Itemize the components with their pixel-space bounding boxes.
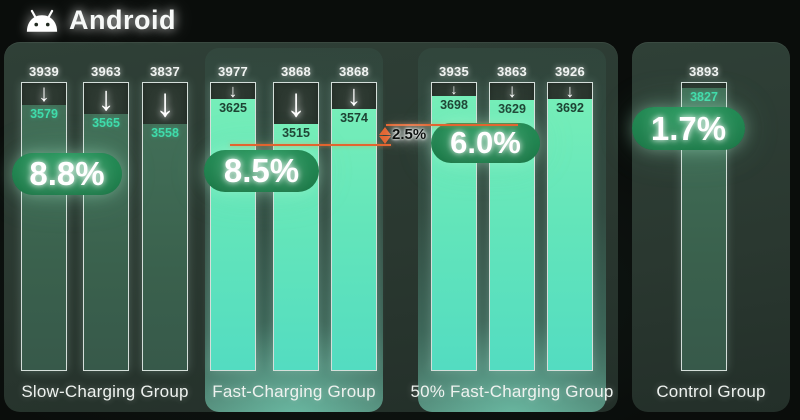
drop-percentage-pill: 6.0%	[431, 123, 540, 163]
down-arrow-icon: ↓	[97, 80, 115, 118]
bar-current-value: 3698	[440, 98, 468, 112]
down-arrow-icon: ↓	[286, 81, 306, 125]
bar-current-value: 3558	[151, 126, 179, 140]
bar-fill	[548, 99, 592, 370]
bar-original-value: 3935	[438, 64, 470, 79]
drop-percentage-pill: 8.5%	[204, 150, 319, 192]
annotation-line-upper	[386, 124, 518, 126]
bar-current-value: 3629	[498, 102, 526, 116]
group-label: 50% Fast-Charging Group	[410, 382, 614, 401]
capacity-bar: ↓ 3574	[331, 82, 377, 371]
down-arrow-icon: ↓	[155, 81, 175, 125]
bar-current-value: 3579	[30, 107, 58, 121]
down-arrow-icon: ↓	[38, 80, 50, 107]
bar-original-value: 3926	[554, 64, 586, 79]
bar-original-value: 3977	[217, 64, 249, 79]
annotation-label: 2.5%	[392, 126, 427, 143]
bar-original-value: 3837	[149, 64, 181, 79]
capacity-bar: ↓ 3579	[21, 82, 67, 371]
app-title: Android	[69, 5, 176, 35]
bar-current-value: 3565	[92, 116, 120, 130]
down-arrow-icon: ↓	[346, 80, 362, 112]
bar-current-value: 3692	[556, 101, 584, 115]
bar-original-value: 3939	[28, 64, 60, 79]
capacity-bar: ↓ 3692	[547, 82, 593, 371]
bar-original-value: 3868	[280, 64, 312, 79]
group-label: Control Group	[656, 382, 766, 401]
group-label: Fast-Charging Group	[212, 382, 376, 401]
down-arrow-icon: ↓	[450, 81, 458, 97]
android-robot-icon	[24, 8, 60, 34]
bar-fill	[22, 105, 66, 370]
annotation-arrow-down-icon	[379, 136, 391, 144]
bar-original-value: 3868	[338, 64, 370, 79]
capacity-bar: ↓ 3565	[83, 82, 129, 371]
bar-fill	[332, 109, 376, 370]
bar-current-value: 3625	[219, 101, 247, 115]
drop-percentage-pill: 8.8%	[12, 153, 122, 195]
bar-fill	[211, 99, 255, 370]
bar-original-value: 3893	[688, 64, 720, 79]
capacity-bar: ↓ 3515	[273, 82, 319, 371]
annotation-arrow-up-icon	[379, 127, 391, 135]
down-arrow-icon: ↓	[228, 81, 238, 101]
capacity-bar: ↓ 3625	[210, 82, 256, 371]
bar-original-value: 3863	[496, 64, 528, 79]
bar-current-value: 3574	[340, 111, 368, 125]
down-arrow-icon: ↓	[507, 81, 517, 102]
bar-current-value: 3515	[282, 126, 310, 140]
bar-current-value: 3827	[690, 90, 718, 104]
drop-percentage-pill: 1.7%	[632, 107, 745, 150]
header: Android	[24, 5, 176, 36]
bar-fill	[143, 124, 187, 370]
bar-original-value: 3963	[90, 64, 122, 79]
group-label: Slow-Charging Group	[21, 382, 189, 401]
down-arrow-icon: ↓	[565, 81, 575, 101]
annotation-line-lower	[230, 144, 391, 146]
capacity-bar: ↓ 3558	[142, 82, 188, 371]
